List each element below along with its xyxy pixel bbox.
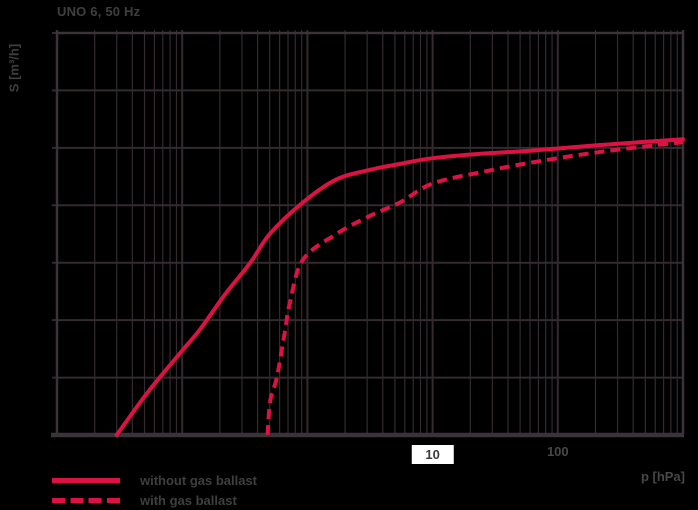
chart-title: UNO 6, 50 Hz xyxy=(57,4,141,19)
legend-item-with-gas-ballast: with gas ballast xyxy=(52,490,257,510)
legend-item-without-gas-ballast: without gas ballast xyxy=(52,470,257,490)
legend-swatch-dashed-line xyxy=(52,497,120,503)
legend-swatch-solid-line xyxy=(52,477,120,483)
legend-label: without gas ballast xyxy=(140,472,258,488)
curve-with-gas-ballast xyxy=(265,140,684,436)
x-tick-label-100: 100 xyxy=(546,444,569,459)
legend-label: with gas ballast xyxy=(140,492,237,508)
x-tick-label-10: 10 xyxy=(411,445,454,464)
x-axis-label: p [hPa] xyxy=(640,469,685,484)
curve-without-gas-ballast xyxy=(114,137,685,437)
legend: without gas ballast with gas ballast xyxy=(52,470,257,510)
